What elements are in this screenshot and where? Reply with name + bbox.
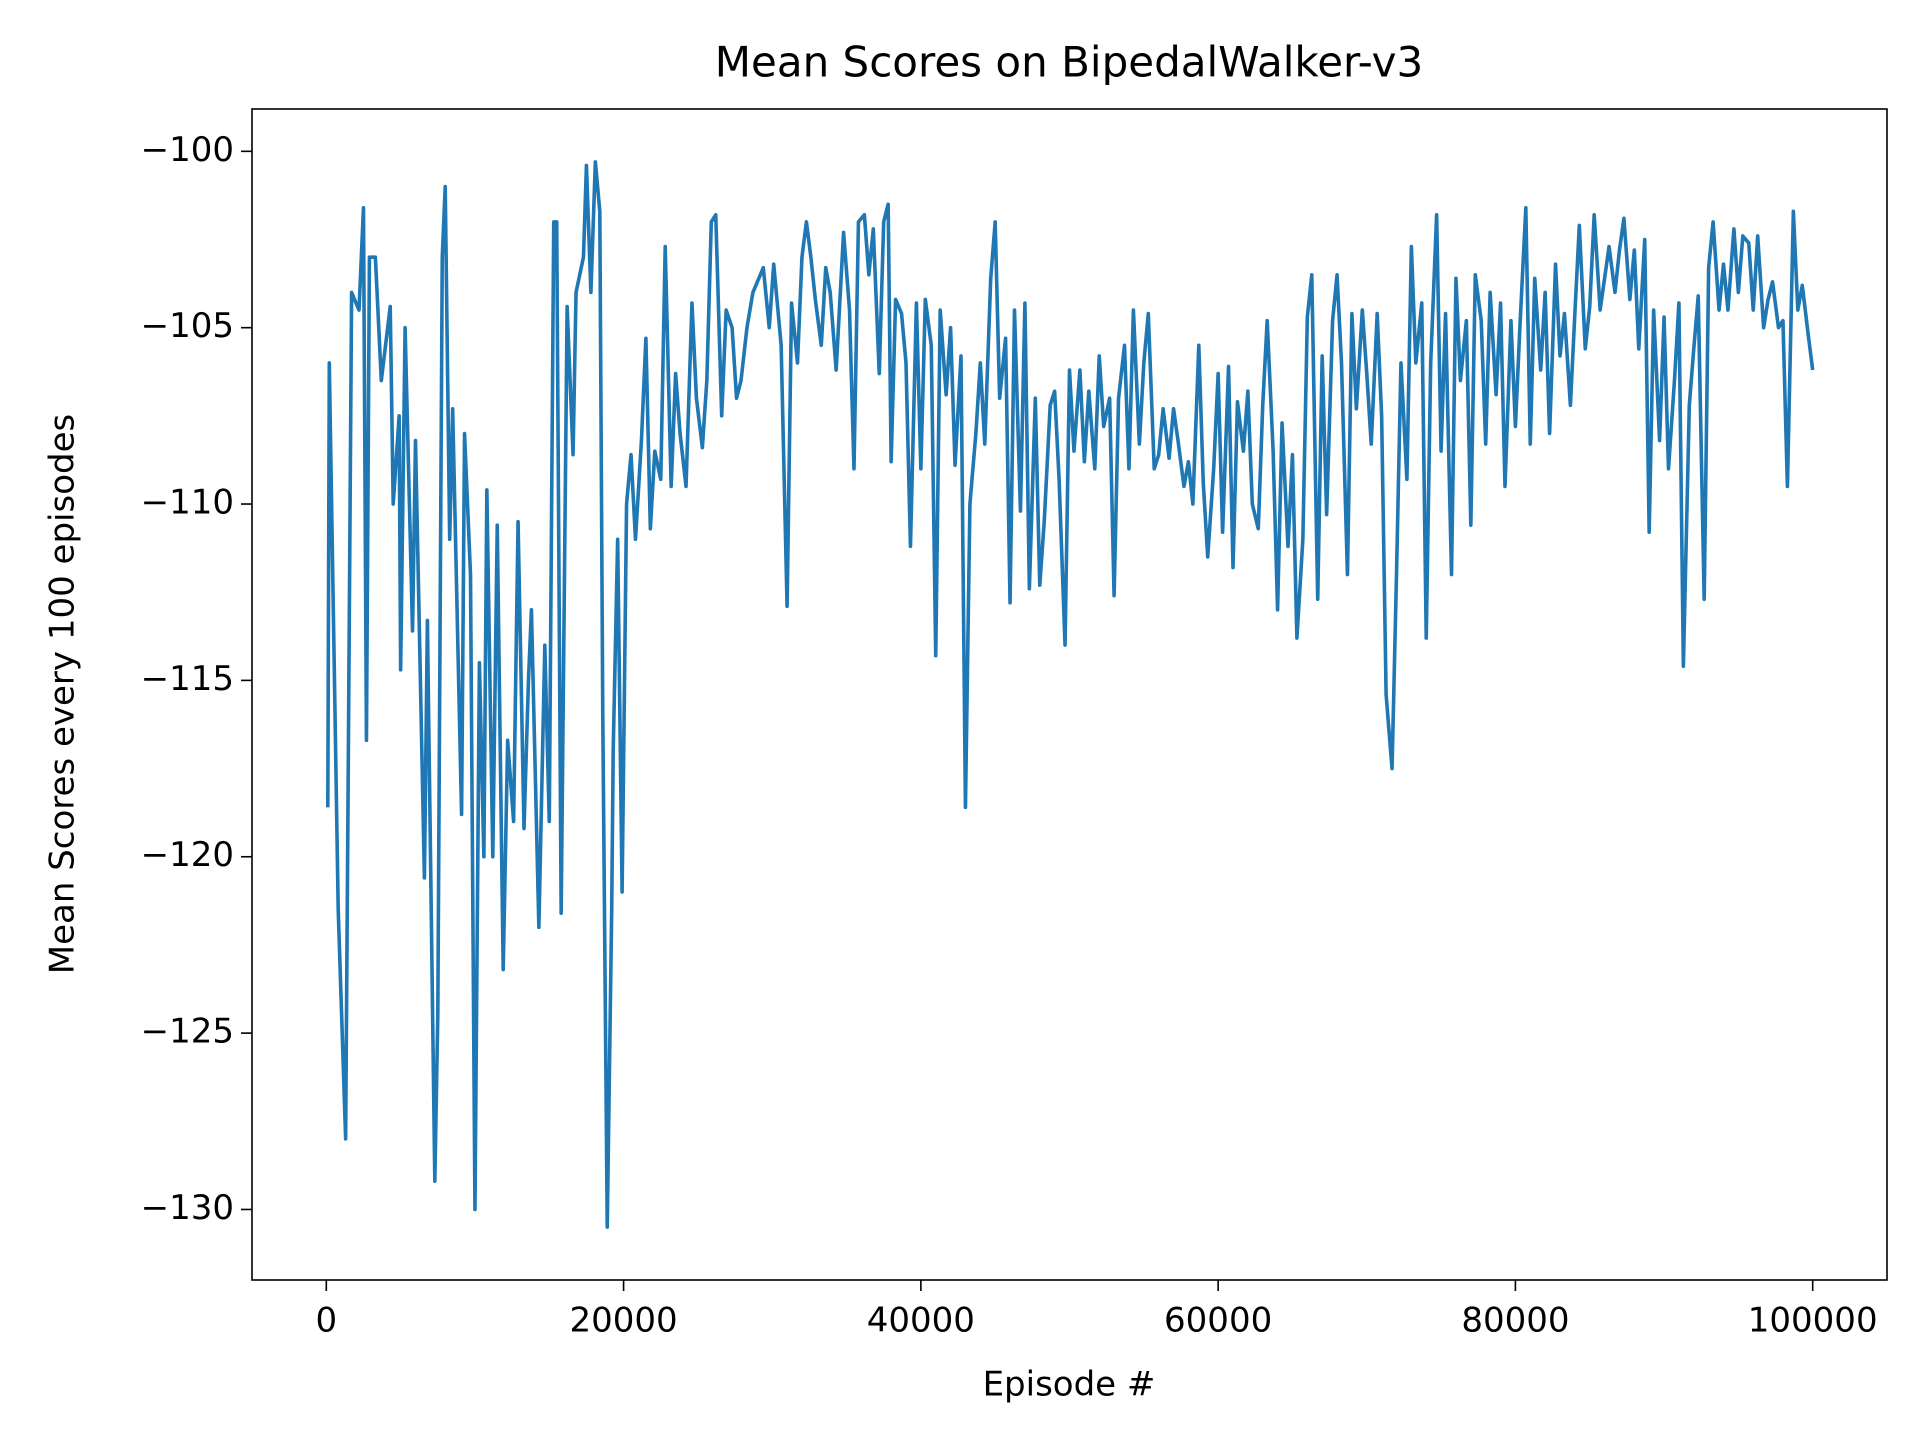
y-tick-label: −130 — [141, 1188, 234, 1228]
x-tick-label: 60000 — [1164, 1301, 1272, 1341]
y-tick-label: −100 — [141, 130, 234, 170]
x-axis-label: Episode # — [983, 1365, 1156, 1405]
y-tick-label: −120 — [141, 835, 234, 875]
y-tick-label: −110 — [141, 483, 234, 523]
y-tick-label: −105 — [141, 306, 234, 346]
x-tick-label: 20000 — [570, 1301, 678, 1341]
x-tick-label: 40000 — [867, 1301, 975, 1341]
x-tick-label: 80000 — [1461, 1301, 1569, 1341]
y-axis-label: Mean Scores every 100 episodes — [43, 414, 83, 974]
y-tick-label: −115 — [141, 659, 234, 699]
x-tick-label: 0 — [315, 1301, 337, 1341]
data-line — [326, 160, 1815, 1229]
chart-title: Mean Scores on BipedalWalker-v3 — [715, 38, 1423, 87]
plot-frame — [251, 108, 1888, 1281]
y-tick-label: −125 — [141, 1012, 234, 1052]
x-tick-label: 100000 — [1748, 1301, 1878, 1341]
